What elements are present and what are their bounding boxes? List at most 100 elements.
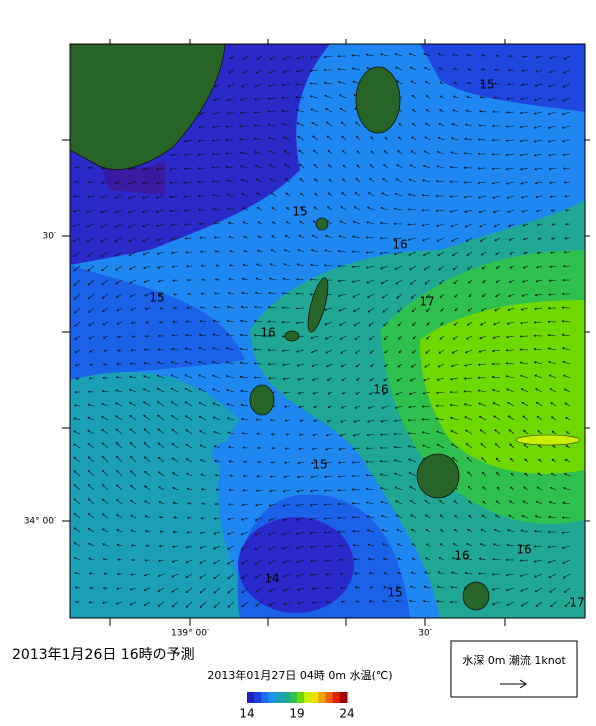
current-arrow [283,263,291,267]
current-arrow [533,361,543,365]
current-arrow [383,335,389,340]
current-arrow [465,349,473,354]
current-arrow [227,573,235,580]
current-arrow [295,503,305,507]
current-arrow [327,391,333,395]
current-arrow [239,333,249,337]
current-arrow [254,150,263,155]
current-arrow [257,460,263,464]
current-arrow [256,446,263,450]
current-arrow [173,516,179,519]
current-arrow [170,153,179,157]
current-arrow [463,390,473,393]
current-arrow [342,150,347,155]
current-arrow [534,573,543,578]
current-arrow [157,442,165,449]
current-arrow [481,265,487,270]
current-arrow [368,600,375,603]
current-arrow [506,543,515,547]
current-arrow [562,153,571,157]
current-arrow [241,192,249,197]
current-arrow [281,83,291,87]
current-arrow [298,149,305,155]
current-arrow [352,529,361,533]
current-arrow [523,237,529,241]
current-arrow [127,209,137,214]
current-arrow [393,445,403,449]
current-arrow [73,293,81,300]
current-arrow [480,321,487,326]
current-arrow [382,391,389,396]
current-arrow [533,111,543,115]
contour-label: 15 [312,458,327,472]
current-arrow [228,235,235,239]
current-arrow [225,361,235,365]
current-arrow [549,388,557,393]
current-arrow [282,69,291,74]
current-arrow [268,559,277,565]
current-arrow [535,55,543,59]
current-arrow [535,195,543,199]
current-arrow [465,443,473,449]
current-arrow [323,545,333,548]
current-arrow [381,192,389,197]
current-arrow [240,389,249,393]
current-arrow [352,543,361,547]
current-arrow [295,109,305,113]
current-arrow [548,374,557,379]
current-arrow [439,279,445,285]
current-arrow [213,517,221,520]
current-arrow [227,221,235,225]
current-arrow [409,66,417,71]
current-arrow [128,223,137,228]
current-arrow [464,363,473,367]
current-arrow [382,178,389,183]
current-arrow [519,544,529,547]
colorbar-segment [311,692,319,703]
current-arrow [522,415,529,421]
current-arrow [129,265,137,270]
current-arrow [73,404,81,407]
current-arrow [437,136,445,141]
current-arrow [548,279,557,282]
current-arrow [356,150,361,155]
current-arrow [507,68,515,72]
current-arrow [467,68,473,71]
current-arrow [509,265,515,269]
current-arrow [425,122,431,127]
current-arrow [534,83,543,87]
current-arrow [297,136,305,141]
current-arrow [243,235,249,239]
current-arrow [185,545,193,549]
current-arrow [563,487,571,491]
current-arrow [198,222,207,226]
current-arrow [116,499,123,505]
current-arrow [268,531,277,536]
current-arrow [170,237,179,241]
current-arrow [505,167,515,171]
current-arrow [283,55,291,60]
current-arrow [214,459,221,463]
current-arrow [270,432,277,436]
current-arrow [495,279,501,283]
current-arrow [156,251,165,255]
current-arrow [228,277,235,281]
current-arrow [267,348,277,352]
current-arrow [116,470,123,477]
contour-label: 16 [392,238,407,252]
current-arrow [102,469,109,477]
current-arrow [507,223,515,227]
current-arrow [506,601,515,606]
current-arrow [183,181,193,184]
current-arrow [535,69,543,73]
current-arrow [73,527,81,533]
current-arrow [158,559,165,563]
current-arrow [547,111,557,116]
current-arrow [198,374,207,379]
current-arrow [409,164,417,169]
current-arrow [325,234,333,239]
current-arrow [142,181,151,185]
current-arrow [421,418,431,421]
current-arrow [341,192,347,197]
current-arrow [199,250,207,254]
